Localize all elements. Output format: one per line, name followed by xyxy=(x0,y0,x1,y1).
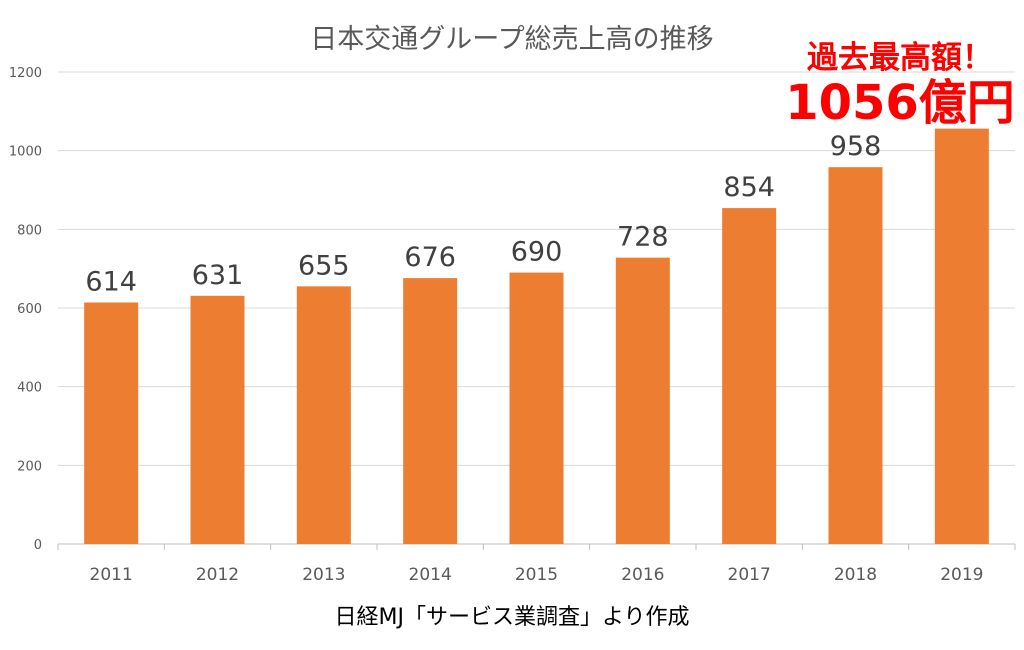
bar xyxy=(403,278,458,544)
data-label: 631 xyxy=(192,260,244,291)
y-axis: 0 200 400 600 800 1000 1200 xyxy=(9,66,42,553)
x-tick-label: 2015 xyxy=(515,565,558,585)
x-axis: 2011 2012 2013 2014 2015 2016 2017 2018 2019 xyxy=(57,544,1016,585)
x-tick-label: 2016 xyxy=(621,565,664,585)
y-tick-label: 0 xyxy=(34,538,42,553)
bar xyxy=(190,295,245,544)
y-tick-label: 1000 xyxy=(9,145,42,160)
data-label: 676 xyxy=(404,242,456,273)
x-tick-label: 2011 xyxy=(90,565,133,585)
data-label: 728 xyxy=(617,222,669,253)
data-label: 958 xyxy=(830,131,882,162)
y-tick-label: 400 xyxy=(17,381,42,396)
data-label: 854 xyxy=(723,172,775,203)
data-label: 614 xyxy=(85,266,137,297)
x-tick-label: 2012 xyxy=(196,565,239,585)
record-callout-line2: 1056億円 xyxy=(785,75,1015,131)
x-tick-label: 2013 xyxy=(302,565,345,585)
y-tick-label: 800 xyxy=(17,223,42,238)
y-tick-label: 1200 xyxy=(9,66,42,81)
x-tick-label: 2019 xyxy=(940,565,983,585)
x-tick-label: 2018 xyxy=(834,565,877,585)
chart-title: 日本交通グループ総売上高の推移 xyxy=(310,24,713,55)
x-tick-label: 2017 xyxy=(728,565,771,585)
data-label: 690 xyxy=(511,237,563,268)
bar xyxy=(509,272,564,544)
y-tick-label: 600 xyxy=(17,302,42,317)
data-labels: 614 631 655 676 690 728 854 958 xyxy=(85,131,881,297)
bar xyxy=(722,208,777,545)
source-note: 日経MJ「サービス業調査」より作成 xyxy=(334,605,689,630)
bar xyxy=(828,167,883,545)
data-label: 655 xyxy=(298,250,350,281)
bars xyxy=(84,128,989,545)
bar xyxy=(615,257,670,544)
bar xyxy=(84,302,139,544)
record-callout-line1: 過去最高額！ xyxy=(807,40,993,76)
x-tick-label: 2014 xyxy=(409,565,452,585)
bar xyxy=(296,286,351,544)
bar xyxy=(934,128,989,544)
y-tick-label: 200 xyxy=(17,459,42,474)
